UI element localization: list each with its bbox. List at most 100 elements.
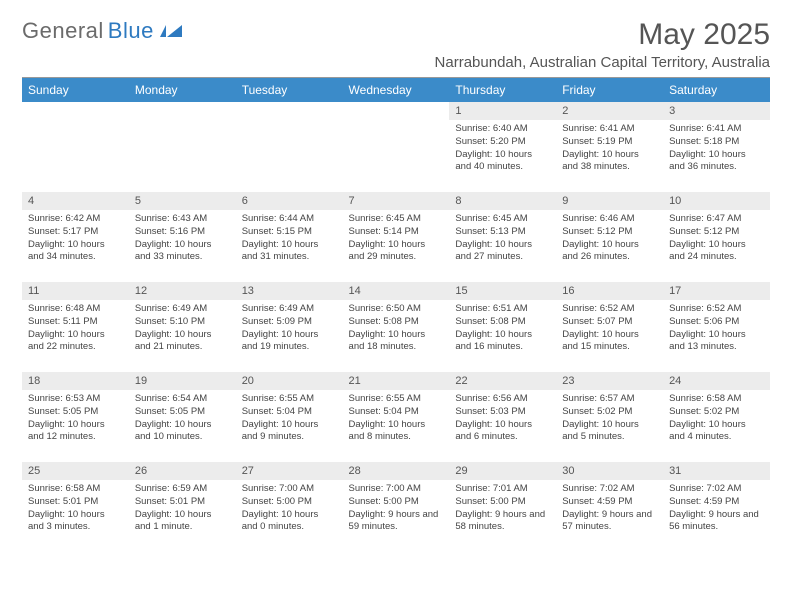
weekday-header: Sunday — [22, 78, 129, 102]
day-detail: Sunrise: 7:00 AMSunset: 5:00 PMDaylight:… — [343, 480, 450, 538]
day-number: 22 — [449, 372, 556, 390]
calendar-cell: 3Sunrise: 6:41 AMSunset: 5:18 PMDaylight… — [663, 102, 770, 192]
location: Narrabundah, Australian Capital Territor… — [435, 54, 770, 71]
day-number: 26 — [129, 462, 236, 480]
day-number: 30 — [556, 462, 663, 480]
weekday-header: Saturday — [663, 78, 770, 102]
day-number: 6 — [236, 192, 343, 210]
day-number: 13 — [236, 282, 343, 300]
day-number: 12 — [129, 282, 236, 300]
weekday-header: Monday — [129, 78, 236, 102]
calendar-cell — [236, 102, 343, 192]
day-detail: Sunrise: 7:02 AMSunset: 4:59 PMDaylight:… — [556, 480, 663, 538]
day-number: 11 — [22, 282, 129, 300]
calendar-cell: 18Sunrise: 6:53 AMSunset: 5:05 PMDayligh… — [22, 372, 129, 462]
day-number: 14 — [343, 282, 450, 300]
calendar-cell: 25Sunrise: 6:58 AMSunset: 5:01 PMDayligh… — [22, 462, 129, 552]
day-detail: Sunrise: 6:53 AMSunset: 5:05 PMDaylight:… — [22, 390, 129, 448]
calendar-cell — [22, 102, 129, 192]
weekday-header: Thursday — [449, 78, 556, 102]
calendar-cell — [343, 102, 450, 192]
month-title: May 2025 — [435, 18, 770, 52]
day-number: 28 — [343, 462, 450, 480]
calendar-cell: 24Sunrise: 6:58 AMSunset: 5:02 PMDayligh… — [663, 372, 770, 462]
day-number: 27 — [236, 462, 343, 480]
day-detail: Sunrise: 6:42 AMSunset: 5:17 PMDaylight:… — [22, 210, 129, 268]
calendar-cell: 30Sunrise: 7:02 AMSunset: 4:59 PMDayligh… — [556, 462, 663, 552]
calendar-cell: 29Sunrise: 7:01 AMSunset: 5:00 PMDayligh… — [449, 462, 556, 552]
logo-text-1: General — [22, 18, 104, 44]
day-number: 20 — [236, 372, 343, 390]
calendar-cell: 11Sunrise: 6:48 AMSunset: 5:11 PMDayligh… — [22, 282, 129, 372]
weekday-header: Wednesday — [343, 78, 450, 102]
day-detail: Sunrise: 6:56 AMSunset: 5:03 PMDaylight:… — [449, 390, 556, 448]
day-number: 16 — [556, 282, 663, 300]
calendar-cell: 2Sunrise: 6:41 AMSunset: 5:19 PMDaylight… — [556, 102, 663, 192]
calendar-cell: 14Sunrise: 6:50 AMSunset: 5:08 PMDayligh… — [343, 282, 450, 372]
calendar-cell: 27Sunrise: 7:00 AMSunset: 5:00 PMDayligh… — [236, 462, 343, 552]
calendar-cell: 15Sunrise: 6:51 AMSunset: 5:08 PMDayligh… — [449, 282, 556, 372]
day-detail: Sunrise: 6:52 AMSunset: 5:06 PMDaylight:… — [663, 300, 770, 358]
day-detail: Sunrise: 6:44 AMSunset: 5:15 PMDaylight:… — [236, 210, 343, 268]
day-detail: Sunrise: 6:54 AMSunset: 5:05 PMDaylight:… — [129, 390, 236, 448]
day-detail: Sunrise: 6:45 AMSunset: 5:13 PMDaylight:… — [449, 210, 556, 268]
day-number: 25 — [22, 462, 129, 480]
day-number: 10 — [663, 192, 770, 210]
day-detail: Sunrise: 7:00 AMSunset: 5:00 PMDaylight:… — [236, 480, 343, 538]
calendar-cell: 26Sunrise: 6:59 AMSunset: 5:01 PMDayligh… — [129, 462, 236, 552]
calendar-cell: 4Sunrise: 6:42 AMSunset: 5:17 PMDaylight… — [22, 192, 129, 282]
day-detail: Sunrise: 6:51 AMSunset: 5:08 PMDaylight:… — [449, 300, 556, 358]
calendar-cell: 21Sunrise: 6:55 AMSunset: 5:04 PMDayligh… — [343, 372, 450, 462]
calendar-cell: 7Sunrise: 6:45 AMSunset: 5:14 PMDaylight… — [343, 192, 450, 282]
weekday-header: Friday — [556, 78, 663, 102]
day-detail: Sunrise: 6:48 AMSunset: 5:11 PMDaylight:… — [22, 300, 129, 358]
calendar-cell: 5Sunrise: 6:43 AMSunset: 5:16 PMDaylight… — [129, 192, 236, 282]
calendar-cell: 16Sunrise: 6:52 AMSunset: 5:07 PMDayligh… — [556, 282, 663, 372]
day-number: 23 — [556, 372, 663, 390]
day-number: 4 — [22, 192, 129, 210]
day-detail: Sunrise: 6:52 AMSunset: 5:07 PMDaylight:… — [556, 300, 663, 358]
day-detail: Sunrise: 6:46 AMSunset: 5:12 PMDaylight:… — [556, 210, 663, 268]
calendar-cell: 12Sunrise: 6:49 AMSunset: 5:10 PMDayligh… — [129, 282, 236, 372]
calendar-cell: 1Sunrise: 6:40 AMSunset: 5:20 PMDaylight… — [449, 102, 556, 192]
day-number: 5 — [129, 192, 236, 210]
day-detail: Sunrise: 6:40 AMSunset: 5:20 PMDaylight:… — [449, 120, 556, 178]
day-detail: Sunrise: 6:49 AMSunset: 5:10 PMDaylight:… — [129, 300, 236, 358]
calendar-cell: 22Sunrise: 6:56 AMSunset: 5:03 PMDayligh… — [449, 372, 556, 462]
calendar-table: SundayMondayTuesdayWednesdayThursdayFrid… — [22, 78, 770, 552]
calendar-cell: 9Sunrise: 6:46 AMSunset: 5:12 PMDaylight… — [556, 192, 663, 282]
day-number: 15 — [449, 282, 556, 300]
day-number: 21 — [343, 372, 450, 390]
header: GeneralBlue May 2025 Narrabundah, Austra… — [22, 18, 770, 71]
calendar-cell: 10Sunrise: 6:47 AMSunset: 5:12 PMDayligh… — [663, 192, 770, 282]
calendar-cell: 6Sunrise: 6:44 AMSunset: 5:15 PMDaylight… — [236, 192, 343, 282]
day-detail: Sunrise: 7:02 AMSunset: 4:59 PMDaylight:… — [663, 480, 770, 538]
day-detail: Sunrise: 6:57 AMSunset: 5:02 PMDaylight:… — [556, 390, 663, 448]
day-detail: Sunrise: 6:58 AMSunset: 5:02 PMDaylight:… — [663, 390, 770, 448]
day-number: 29 — [449, 462, 556, 480]
day-detail: Sunrise: 6:49 AMSunset: 5:09 PMDaylight:… — [236, 300, 343, 358]
day-detail: Sunrise: 6:45 AMSunset: 5:14 PMDaylight:… — [343, 210, 450, 268]
calendar-cell: 8Sunrise: 6:45 AMSunset: 5:13 PMDaylight… — [449, 192, 556, 282]
day-number: 18 — [22, 372, 129, 390]
day-number: 1 — [449, 102, 556, 120]
day-number: 7 — [343, 192, 450, 210]
day-detail: Sunrise: 6:50 AMSunset: 5:08 PMDaylight:… — [343, 300, 450, 358]
calendar-cell: 20Sunrise: 6:55 AMSunset: 5:04 PMDayligh… — [236, 372, 343, 462]
day-detail: Sunrise: 6:55 AMSunset: 5:04 PMDaylight:… — [236, 390, 343, 448]
logo-text-2: Blue — [108, 18, 154, 44]
day-number: 24 — [663, 372, 770, 390]
day-number: 3 — [663, 102, 770, 120]
day-number: 9 — [556, 192, 663, 210]
day-number: 17 — [663, 282, 770, 300]
day-number: 8 — [449, 192, 556, 210]
calendar-cell: 28Sunrise: 7:00 AMSunset: 5:00 PMDayligh… — [343, 462, 450, 552]
day-detail: Sunrise: 6:41 AMSunset: 5:18 PMDaylight:… — [663, 120, 770, 178]
day-detail: Sunrise: 6:59 AMSunset: 5:01 PMDaylight:… — [129, 480, 236, 538]
day-number: 19 — [129, 372, 236, 390]
calendar-cell — [129, 102, 236, 192]
day-number: 31 — [663, 462, 770, 480]
calendar-cell: 13Sunrise: 6:49 AMSunset: 5:09 PMDayligh… — [236, 282, 343, 372]
calendar-cell: 23Sunrise: 6:57 AMSunset: 5:02 PMDayligh… — [556, 372, 663, 462]
calendar-cell: 19Sunrise: 6:54 AMSunset: 5:05 PMDayligh… — [129, 372, 236, 462]
